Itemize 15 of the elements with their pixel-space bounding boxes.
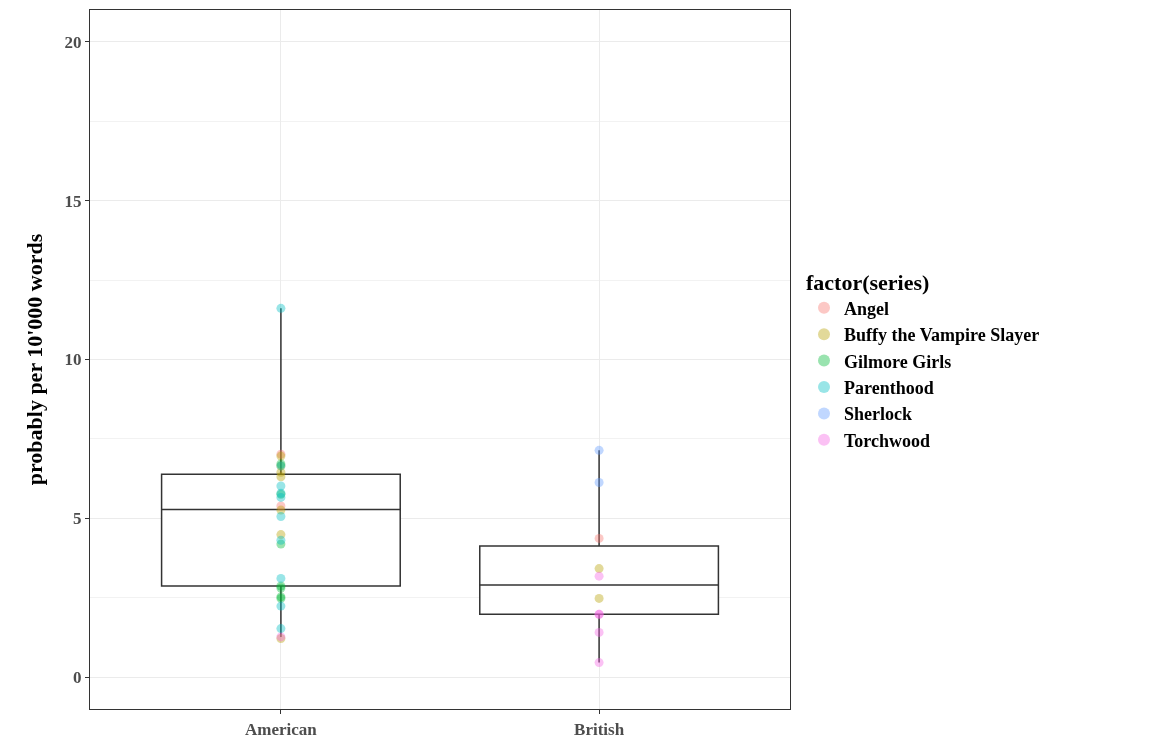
y-tick-label: 5 [73,509,82,529]
legend-label: Gilmore Girls [844,351,952,372]
x-tick-label: British [574,719,625,739]
legend-label: Torchwood [844,430,931,451]
y-tick-label: 15 [64,191,82,211]
y-tick-label: 20 [64,32,82,52]
x-tick-label: American [245,719,318,739]
legend-label: Parenthood [844,378,934,399]
y-tick-label: 0 [73,668,82,688]
legend-title: factor(series) [806,269,930,295]
y-axis-title: probably per 10'000 words [22,233,48,486]
legend-label: Angel [844,298,889,319]
y-tick-label: 10 [64,350,82,370]
legend-label: Sherlock [844,404,913,425]
legend-label: Buffy the Vampire Slayer [844,325,1040,346]
